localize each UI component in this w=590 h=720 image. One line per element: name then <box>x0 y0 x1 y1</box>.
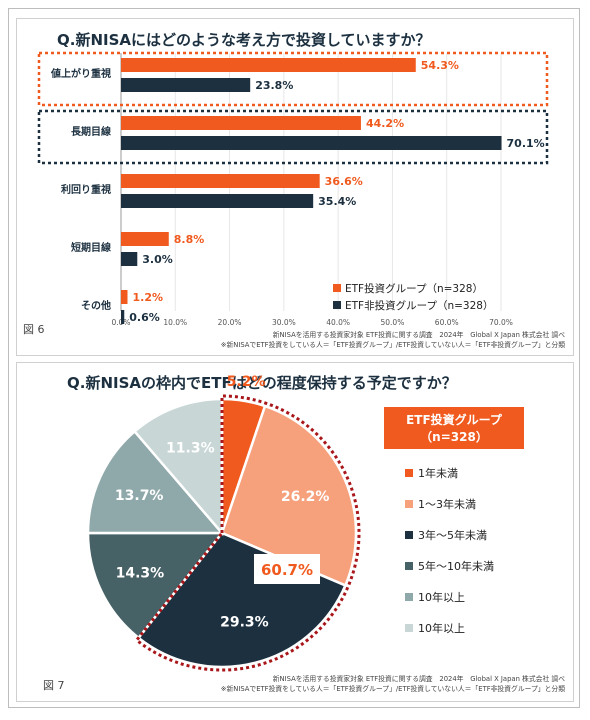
legend-swatch <box>405 469 413 477</box>
highlight-box-etf <box>37 51 549 107</box>
pie-slice-label: 26.2% <box>281 489 330 505</box>
bar-etf-group <box>121 58 416 72</box>
x-tick-label: 50.0% <box>381 318 405 327</box>
bar-chart: Q.新NISAにはどのような考え方で投資していますか？0.0%10.0%20.0… <box>23 31 565 349</box>
legend-swatch <box>405 531 413 539</box>
bar-value-label: 1.2% <box>133 291 164 304</box>
bar-non-etf-group <box>121 194 314 208</box>
legend-label-non-etf: ETF非投資グループ（n=328） <box>345 299 493 312</box>
highlight-total-box <box>254 554 320 584</box>
pie-slice-label: 14.3% <box>116 566 165 582</box>
pie-slice-label: 13.7% <box>115 488 164 504</box>
pie-slice <box>220 404 358 588</box>
bar-value-label: 54.3% <box>421 59 459 72</box>
category-label: 値上がり重視 <box>50 67 111 80</box>
pie-slice <box>86 531 225 640</box>
figure-label: 図 6 <box>23 323 45 336</box>
bar-value-label: 0.6% <box>129 311 160 324</box>
category-label: その他 <box>81 299 111 312</box>
legend-label: 10年以上 <box>418 621 465 635</box>
source-note: ※新NISAでETF投資をしている人＝「ETF投資グループ」/ETF投資していな… <box>221 340 565 349</box>
bar-etf-group <box>121 174 320 188</box>
bar-value-label: 8.8% <box>174 233 205 246</box>
bar-non-etf-group <box>121 252 138 266</box>
legend-swatch <box>405 562 413 570</box>
bar-etf-group <box>121 232 169 246</box>
group-header-label: ETF投資グループ <box>406 412 503 427</box>
pie-slice <box>132 397 224 537</box>
x-tick-label: 30.0% <box>272 318 296 327</box>
bar-non-etf-group <box>121 310 125 324</box>
legend-label: 1年未満 <box>418 466 458 480</box>
legend-label: 1～3年未満 <box>418 497 476 511</box>
legend-swatch-non-etf <box>333 301 341 309</box>
bar-etf-group <box>121 290 128 304</box>
category-label: 利回り重視 <box>61 183 111 196</box>
bar-value-label: 35.4% <box>318 195 356 208</box>
bar-value-label: 44.2% <box>366 117 404 130</box>
legend-label-etf: ETF投資グループ（n=328） <box>345 282 483 295</box>
source-note: 新NISAを活用する投資家対象 ETF投資に関する調査 2024年 Global… <box>273 674 565 683</box>
pie-chart-panel: Q.新NISAの枠内でETFはどの程度保持する予定ですか？ 5.2% 26.2% 29… <box>16 362 574 702</box>
legend-label: 3年～5年未満 <box>418 528 487 542</box>
bar-non-etf-group <box>121 136 502 150</box>
x-tick-label: 70.0% <box>489 318 513 327</box>
bar-value-label: 36.6% <box>325 175 363 188</box>
pie-slice <box>86 429 225 535</box>
pie-slice-label: 11.3% <box>166 441 215 457</box>
highlight-box-non-etf <box>37 109 549 165</box>
x-tick-label: 10.0% <box>163 318 187 327</box>
source-note: 新NISAを活用する投資家対象 ETF投資に関する調査 2024年 Global… <box>273 330 565 339</box>
category-label: 長期目線 <box>71 125 111 138</box>
bar-value-label: 3.0% <box>142 253 173 266</box>
pie-slice-label: 5.2% <box>227 374 266 390</box>
bar-chart-title: Q.新NISAにはどのような考え方で投資していますか？ <box>57 31 431 49</box>
x-tick-label: 60.0% <box>435 318 459 327</box>
bar-value-label: 23.8% <box>255 79 293 92</box>
figure-label: 図 7 <box>43 679 65 692</box>
legend-label: 5年～10年未満 <box>418 559 494 573</box>
source-note: ※新NISAでETF投資をしている人＝「ETF投資グループ」/ETF投資していな… <box>221 684 565 693</box>
bar-etf-group <box>121 116 361 130</box>
legend-swatch <box>405 500 413 508</box>
bar-value-label: 70.1% <box>507 137 545 150</box>
highlight-total-label: 60.7% <box>261 561 313 579</box>
x-tick-label: 40.0% <box>326 318 350 327</box>
legend-swatch <box>405 593 413 601</box>
pie-chart-title: Q.新NISAの枠内でETFはどの程度保持する予定ですか？ <box>67 374 457 392</box>
bar-non-etf-group <box>121 78 251 92</box>
pie-chart: Q.新NISAの枠内でETFはどの程度保持する予定ですか？5.2% 26.2% 29… <box>43 374 565 693</box>
x-tick-label: 20.0% <box>218 318 242 327</box>
group-header-count: （n=328） <box>420 429 488 444</box>
legend-swatch-etf <box>333 284 341 292</box>
pie-slice-label: 29.3% <box>220 614 269 630</box>
legend-label: 10年以上 <box>418 590 465 604</box>
category-label: 短期目線 <box>71 241 111 254</box>
legend-swatch <box>405 624 413 632</box>
highlight-outline <box>134 394 361 672</box>
group-header-box <box>384 407 524 449</box>
bar-chart-panel: Q.新NISAにはどのような考え方で投資していますか？0.0%10.0%20.0… <box>16 18 574 356</box>
